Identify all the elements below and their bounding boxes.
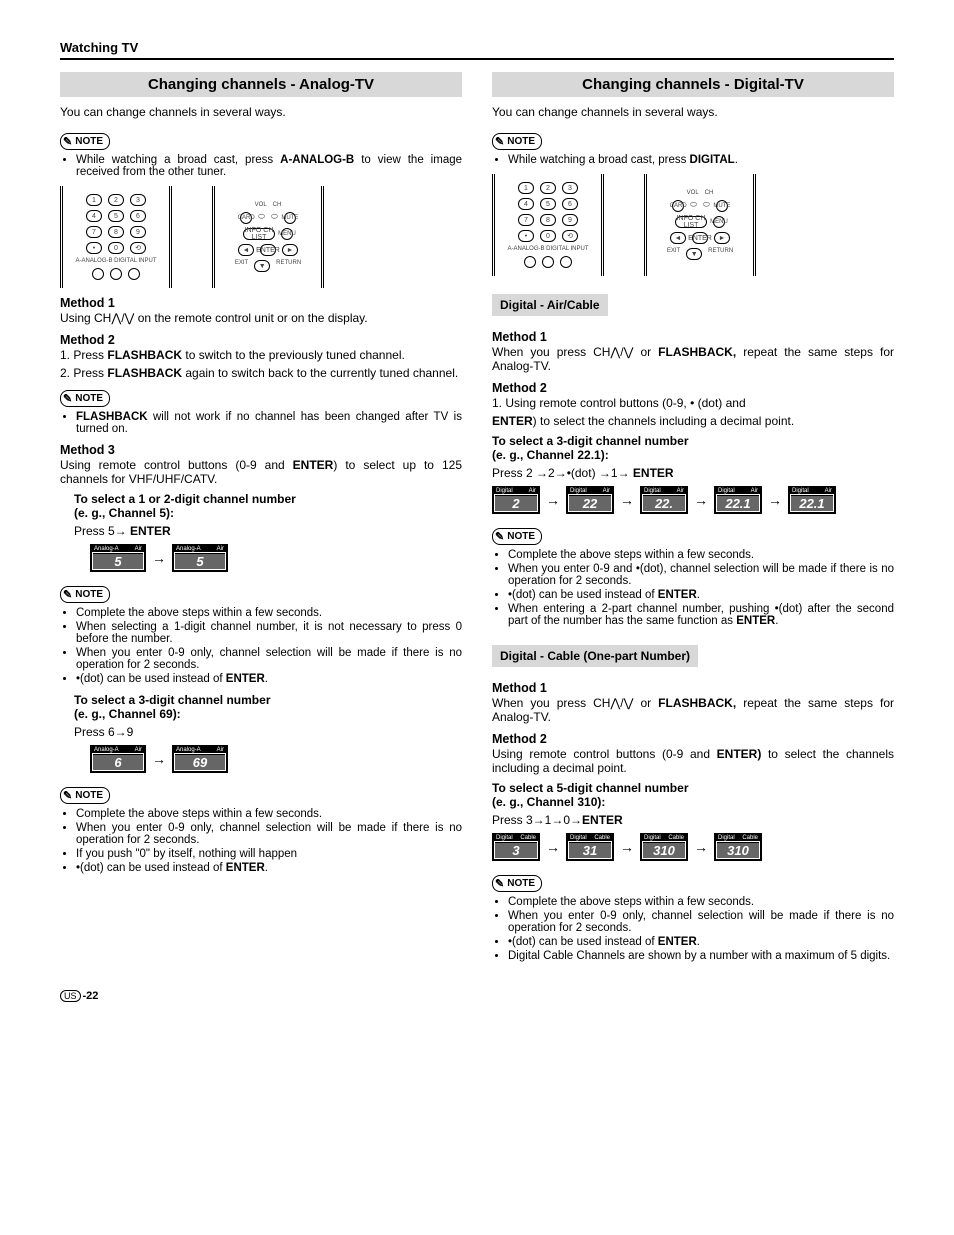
method1-text: Using CH⋀/⋁ on the remote control unit o…: [60, 311, 462, 325]
note-item: When you enter 0-9 only, channel selecti…: [76, 647, 462, 671]
section-title-analog: Changing channels - Analog-TV: [60, 72, 462, 97]
note-item: Digital Cable Channels are shown by a nu…: [508, 950, 894, 962]
note-item: When entering a 2-part channel number, p…: [508, 603, 894, 627]
note-badge: NOTE: [60, 390, 110, 407]
note-item: When you enter 0-9 only, channel selecti…: [508, 910, 894, 934]
page-footer: US-22: [60, 990, 894, 1002]
select-12-heading: To select a 1 or 2-digit channel number(…: [74, 492, 462, 520]
note-item: •(dot) can be used instead of ENTER.: [76, 673, 462, 685]
method3-text: Using remote control buttons (0-9 and EN…: [60, 458, 462, 486]
select-3d-heading: To select a 3-digit channel number(e. g.…: [492, 434, 894, 462]
digital-method2-heading: Method 2: [492, 381, 894, 395]
arrow-icon: →: [768, 492, 782, 508]
cable-method2-text: Using remote control buttons (0-9 and EN…: [492, 747, 894, 775]
channel-display-box: Analog-AAir5: [172, 544, 228, 572]
note-item: When you enter 0-9 and •(dot), channel s…: [508, 563, 894, 587]
note-item: •(dot) can be used instead of ENTER.: [508, 589, 894, 601]
section-title-digital: Changing channels - Digital-TV: [492, 72, 894, 97]
note-item: •(dot) can be used instead of ENTER.: [76, 862, 462, 874]
note-list: Complete the above steps within a few se…: [60, 808, 462, 874]
channel-sequence: DigitalCable3 → DigitalCable31 → DigitalCabl…: [492, 833, 894, 861]
channel-display-box: Analog-AAir5: [90, 544, 146, 572]
note-item: While watching a broad cast, press A-ANA…: [76, 154, 462, 178]
channel-sequence: Analog-AAir5 → Analog-AAir5: [90, 544, 462, 572]
channel-display-box: DigitalCable310: [714, 833, 762, 861]
note-item: Complete the above steps within a few se…: [76, 607, 462, 619]
channel-display-box: DigitalCable310: [640, 833, 688, 861]
analog-intro: You can change channels in several ways.: [60, 105, 462, 119]
digital-intro: You can change channels in several ways.: [492, 105, 894, 119]
cable-method1-heading: Method 1: [492, 681, 894, 695]
digital-method1-heading: Method 1: [492, 330, 894, 344]
channel-sequence: Analog-AAir6 → Analog-AAir69: [90, 745, 462, 773]
left-column: Changing channels - Analog-TV You can ch…: [60, 72, 462, 970]
channel-display-box: DigitalAir22.1: [788, 486, 836, 514]
arrow-icon: →: [152, 550, 166, 566]
channel-display-box: DigitalAir22: [566, 486, 614, 514]
note-item: While watching a broad cast, press DIGIT…: [508, 154, 894, 166]
method2-line1: 1. Press FLASHBACK to switch to the prev…: [60, 348, 462, 362]
note-badge: NOTE: [60, 586, 110, 603]
digital-method2-l1: 1. Using remote control buttons (0-9, • …: [492, 396, 894, 410]
subsection-air-cable: Digital - Air/Cable: [492, 294, 608, 316]
channel-display-box: Analog-AAir6: [90, 745, 146, 773]
arrow-icon: →: [694, 839, 708, 855]
channel-display-box: DigitalCable3: [492, 833, 540, 861]
cable-method1-text: When you press CH⋀/⋁ or FLASHBACK, repea…: [492, 696, 894, 724]
note-item: When you enter 0-9 only, channel selecti…: [76, 822, 462, 846]
method2-heading: Method 2: [60, 333, 462, 347]
arrow-icon: →: [694, 492, 708, 508]
note-list: Complete the above steps within a few se…: [492, 549, 894, 627]
note-list: Complete the above steps within a few se…: [492, 896, 894, 962]
channel-display-box: DigitalAir22.: [640, 486, 688, 514]
note-badge: NOTE: [492, 875, 542, 892]
channel-display-box: DigitalAir2: [492, 486, 540, 514]
digital-method2-l2: ENTER) to select the channels including …: [492, 414, 894, 428]
select-5-heading: To select a 5-digit channel number(e. g.…: [492, 781, 894, 809]
arrow-icon: →: [152, 751, 166, 767]
note-item: When selecting a 1-digit channel number,…: [76, 621, 462, 645]
select-3-press: Press 6→9: [74, 725, 462, 739]
method2-line2: 2. Press FLASHBACK again to switch back …: [60, 366, 462, 380]
note-badge: NOTE: [60, 133, 110, 150]
note-item: If you push "0" by itself, nothing will …: [76, 848, 462, 860]
select-3d-press: Press 2 →2→•(dot) →1→ ENTER: [492, 466, 894, 480]
right-column: Changing channels - Digital-TV You can c…: [492, 72, 894, 970]
channel-display-box: DigitalAir22.1: [714, 486, 762, 514]
method1-heading: Method 1: [60, 296, 462, 310]
arrow-icon: →: [546, 492, 560, 508]
note-badge: NOTE: [492, 528, 542, 545]
note-badge: NOTE: [60, 787, 110, 804]
arrow-icon: →: [546, 839, 560, 855]
note-item: Complete the above steps within a few se…: [76, 808, 462, 820]
note-item: •(dot) can be used instead of ENTER.: [508, 936, 894, 948]
select-5-press: Press 3→1→0→ENTER: [492, 813, 894, 827]
note-item: FLASHBACK will not work if no channel ha…: [76, 411, 462, 435]
note-list: Complete the above steps within a few se…: [60, 607, 462, 685]
note-item: Complete the above steps within a few se…: [508, 549, 894, 561]
remote-illustration: 123 456 789 •0⟲ A-ANALOG-B DIGITAL INPUT…: [492, 174, 894, 276]
channel-display-box: DigitalCable31: [566, 833, 614, 861]
method3-heading: Method 3: [60, 443, 462, 457]
select-3-heading: To select a 3-digit channel number(e. g.…: [74, 693, 462, 721]
digital-method1-text: When you press CH⋀/⋁ or FLASHBACK, repea…: [492, 345, 894, 373]
note-badge: NOTE: [492, 133, 542, 150]
select-12-press: Press 5→ ENTER: [74, 524, 462, 538]
arrow-icon: →: [620, 492, 634, 508]
channel-display-box: Analog-AAir69: [172, 745, 228, 773]
page-header: Watching TV: [60, 40, 894, 60]
note-item: Complete the above steps within a few se…: [508, 896, 894, 908]
channel-sequence: DigitalAir2 → DigitalAir22 → DigitalAir22. → D…: [492, 486, 894, 514]
remote-illustration: 123 456 789 •0⟲ A-ANALOG-B DIGITAL INPUT…: [60, 186, 462, 288]
arrow-icon: →: [620, 839, 634, 855]
cable-method2-heading: Method 2: [492, 732, 894, 746]
subsection-cable-onepart: Digital - Cable (One-part Number): [492, 645, 698, 667]
